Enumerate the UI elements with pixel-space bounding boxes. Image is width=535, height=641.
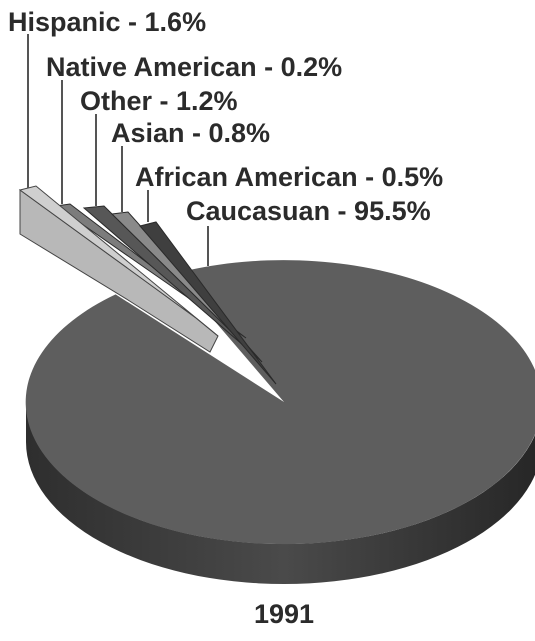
pie-body [25,260,535,584]
slice-caucasuan [25,260,535,545]
leader-lines [27,34,209,266]
label-other: Other - 1.2% [80,86,238,116]
slice-african-american [139,221,277,385]
pie-side-wall [26,402,535,584]
exploded-slices [18,185,277,385]
chart-caption-year: 1991 [254,599,314,629]
label-asian: Asian - 0.8% [111,118,270,148]
label-hispanic: Hispanic - 1.6% [8,7,206,37]
label-african-american: African American - 0.5% [135,162,443,192]
slice-hispanic [18,185,219,337]
label-caucasuan: Caucasuan - 95.5% [186,196,431,226]
label-native-american: Native American - 0.2% [46,52,342,82]
